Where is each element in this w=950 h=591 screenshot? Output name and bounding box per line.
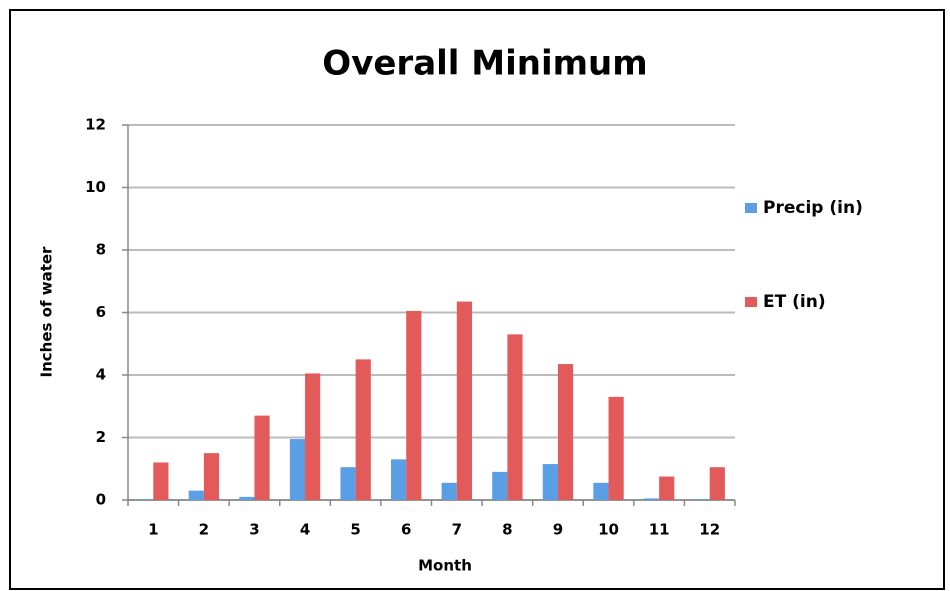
y-tick-label: 6 (96, 303, 106, 321)
bar (542, 464, 558, 500)
y-tick-label: 12 (85, 116, 106, 134)
x-tick-label: 6 (401, 521, 411, 539)
legend-label: ET (in) (763, 292, 826, 312)
y-tick-label: 0 (96, 491, 106, 509)
bar (709, 467, 725, 500)
bar (203, 453, 220, 500)
bar (406, 310, 422, 500)
bar (456, 301, 472, 500)
bar (254, 415, 270, 500)
x-tick-label: 7 (452, 521, 462, 539)
x-tick-label: 3 (249, 521, 259, 539)
legend-swatch (745, 203, 757, 213)
x-tick-label: 9 (553, 521, 563, 539)
bar (188, 490, 204, 500)
x-tick-label: 5 (350, 521, 360, 539)
chart-title: Overall Minimum (322, 44, 647, 84)
bar (593, 482, 609, 500)
y-tick-label: 2 (96, 428, 106, 446)
x-tick-label: 2 (199, 521, 209, 539)
y-axis-label: Inches of water (38, 246, 56, 378)
bar (138, 499, 154, 500)
bar (643, 498, 660, 500)
bar (507, 334, 523, 500)
bar (153, 462, 169, 500)
x-tick-label: 8 (502, 521, 512, 539)
y-tick-label: 10 (85, 178, 106, 196)
y-tick-label: 8 (96, 241, 106, 259)
bar (659, 476, 675, 500)
bar (694, 499, 710, 500)
x-tick-label: 4 (300, 521, 310, 539)
bar (239, 496, 255, 500)
bar (391, 459, 407, 500)
bar (557, 364, 574, 500)
y-tick-label: 4 (96, 366, 106, 384)
bar (305, 373, 321, 500)
bar (441, 482, 457, 500)
x-tick-label: 10 (598, 521, 619, 539)
legend-swatch (745, 297, 757, 307)
bar (340, 467, 356, 500)
x-tick-label: 12 (699, 521, 720, 539)
bar (355, 359, 371, 500)
x-tick-label: 1 (148, 521, 158, 539)
x-tick-label: 11 (649, 521, 670, 539)
bar (608, 396, 624, 500)
legend-label: Precip (in) (763, 198, 863, 218)
x-axis-label: Month (418, 557, 472, 575)
bar (289, 439, 306, 500)
bar (492, 471, 508, 500)
